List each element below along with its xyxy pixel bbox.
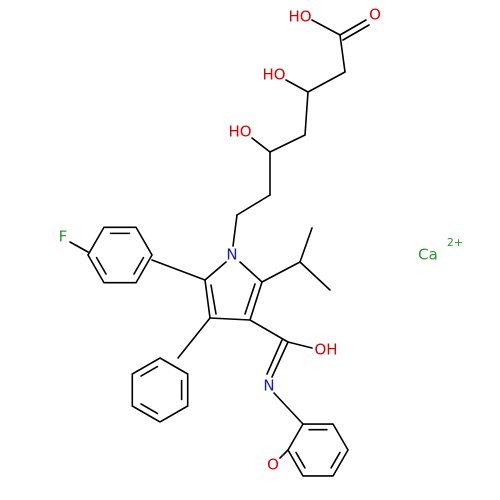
bond: [295, 451, 306, 469]
atom-label: O: [369, 6, 381, 24]
atom-label: N: [263, 377, 274, 395]
bond: [133, 256, 145, 275]
bond: [140, 365, 159, 377]
bond: [330, 451, 341, 469]
bond: [131, 357, 189, 423]
atom-label: F: [59, 228, 68, 246]
atom-label: OH: [314, 341, 337, 359]
atom-label: Ca: [418, 246, 438, 264]
charge-label: -: [281, 448, 285, 461]
atom-label: HO: [228, 123, 251, 141]
bond: [140, 403, 159, 415]
aromatic-rings: [87, 226, 349, 477]
atom-label: N: [226, 246, 237, 264]
charge-label: 2+: [447, 236, 463, 249]
atom-label: O: [267, 456, 279, 474]
atom-label: HO: [288, 8, 311, 26]
bond: [287, 423, 349, 477]
atom-label: HO: [262, 66, 285, 84]
bond: [87, 226, 153, 284]
bonds: [69, 19, 370, 459]
bond: [95, 256, 107, 275]
